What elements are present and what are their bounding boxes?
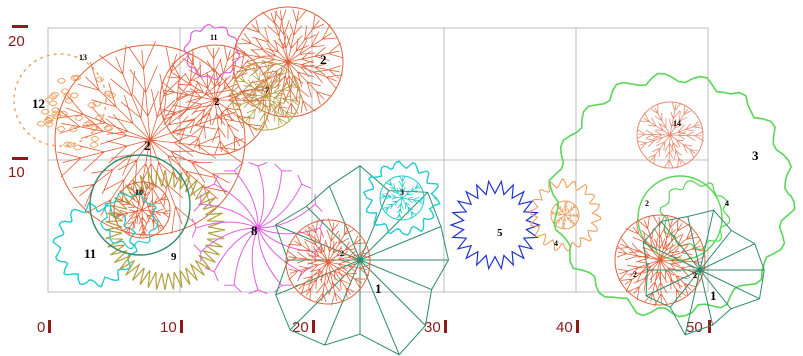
plant-14-tree-branches [637,102,705,169]
x-tick-marker-10 [180,320,183,333]
label-8: 8 [251,223,258,238]
label-13: 13 [79,53,87,62]
x-tick-10: 10 [160,319,177,336]
plant-1-right-fan-outline [642,209,765,336]
label-3: 3 [752,148,759,163]
plant-7-shrub-branches [232,61,301,131]
plant-4-shrub-outline [529,177,602,252]
label-1-center: 1 [375,281,382,296]
label-2-right-c: 2 [633,270,637,279]
plant-11-top-shrub [183,23,241,81]
axis-labels: 0 10 20 30 40 50 20 10 [8,25,711,336]
grid [47,27,709,293]
x-tick-40: 40 [556,319,573,336]
plant-2-large-tree-branches [57,41,244,235]
plant-6-inner-outline [379,175,425,221]
plant-9-grass [104,169,226,291]
label-2-top-right: 2 [320,52,327,67]
plant-number-labels: 12 13 2 11 2 2 7 10 11 9 8 2 1 3 5 4 14 … [32,33,759,303]
label-12: 12 [32,96,45,111]
plant-2-top-right-tree-branches [231,8,344,118]
plant-14-tree [636,101,705,169]
label-2-large: 2 [144,138,151,153]
plant-10-small-tree-branches [113,181,170,239]
label-2-lower: 2 [340,249,344,258]
plant-10-cyan-shrub-outline [100,192,159,250]
plant-10-small-tree [113,181,171,239]
plant-3-inner-scallop [659,180,731,251]
plant-1-center-fan [274,165,450,356]
plant-4-inner [550,200,580,230]
x-tick-20: 20 [292,319,309,336]
label-1-right: 1 [710,288,717,303]
plant-10-circle [89,154,191,256]
plant-2-middle-tree-outline [159,44,271,156]
plant-6-inner-branches [379,175,425,220]
y-tick-marker-20 [12,25,28,28]
plant-6-inner [379,175,425,221]
plant-12-dotted-shrub-outline [13,53,107,147]
plant-4-shrub [529,177,602,252]
plant-14-tree-outline [636,101,704,169]
plant-7-shrub [231,61,301,131]
plant-2-lower-tree-branches [284,218,372,306]
label-9: 9 [171,251,177,263]
label-11-top: 11 [210,33,218,42]
plant-10-small-tree-outline [113,181,171,239]
label-2-middle: 2 [214,96,220,108]
x-tick-marker-20 [312,320,315,333]
x-tick-marker-40 [576,320,579,333]
y-tick-10: 10 [8,164,25,181]
plant-5-spiky-shrub-outline [449,179,541,271]
label-2-right-a: 2 [645,199,649,208]
y-tick-marker-10 [12,157,28,160]
plant-2-middle-tree [159,44,271,156]
plant-6-cyan-shrub-outline [362,160,441,236]
plant-2-lower-tree [284,218,372,306]
plant-7-shrub-outline [231,61,301,131]
plant-5-spiky-shrub [449,179,541,271]
label-3-right-b: 4 [725,199,729,208]
plant-2-right-tree-outline [614,214,706,306]
plant-10-cyan-shrub [100,192,159,250]
x-tick-marker-0 [48,320,51,333]
x-tick-0: 0 [37,319,45,336]
y-tick-20: 20 [8,33,25,50]
label-5: 5 [497,227,503,239]
label-6: 3 [400,188,404,197]
plant-4-inner-outline [550,200,580,230]
plant-1-center-fan-outline [274,165,450,356]
label-4: 4 [554,239,558,248]
plant-11-top-shrub-outline [183,23,241,81]
plant-12-leaf-mass-leaves [36,74,117,151]
plant-12-leaf-mass [36,74,117,151]
plant-6-cyan-shrub [362,160,441,236]
plant-symbols [13,6,796,356]
plant-12-dotted-shrub [13,53,107,147]
label-10: 10 [135,188,143,197]
x-tick-30: 30 [424,319,441,336]
plant-3-large-outline [548,72,796,318]
plant-3-large-outline-outline [548,72,796,318]
x-tick-50: 50 [686,319,703,336]
x-tick-marker-30 [444,320,447,333]
plant-2-middle-tree-branches [161,45,271,156]
label-7: 7 [265,86,269,95]
plant-2-large-tree [54,41,246,236]
label-2-right-d: 2 [693,271,697,280]
label-14: 14 [673,119,681,128]
plant-9-grass-outline [104,169,226,291]
plant-1-right-fan [642,209,765,336]
plant-3-inner-scallop-outline [659,180,731,251]
label-11-left: 11 [84,246,96,261]
